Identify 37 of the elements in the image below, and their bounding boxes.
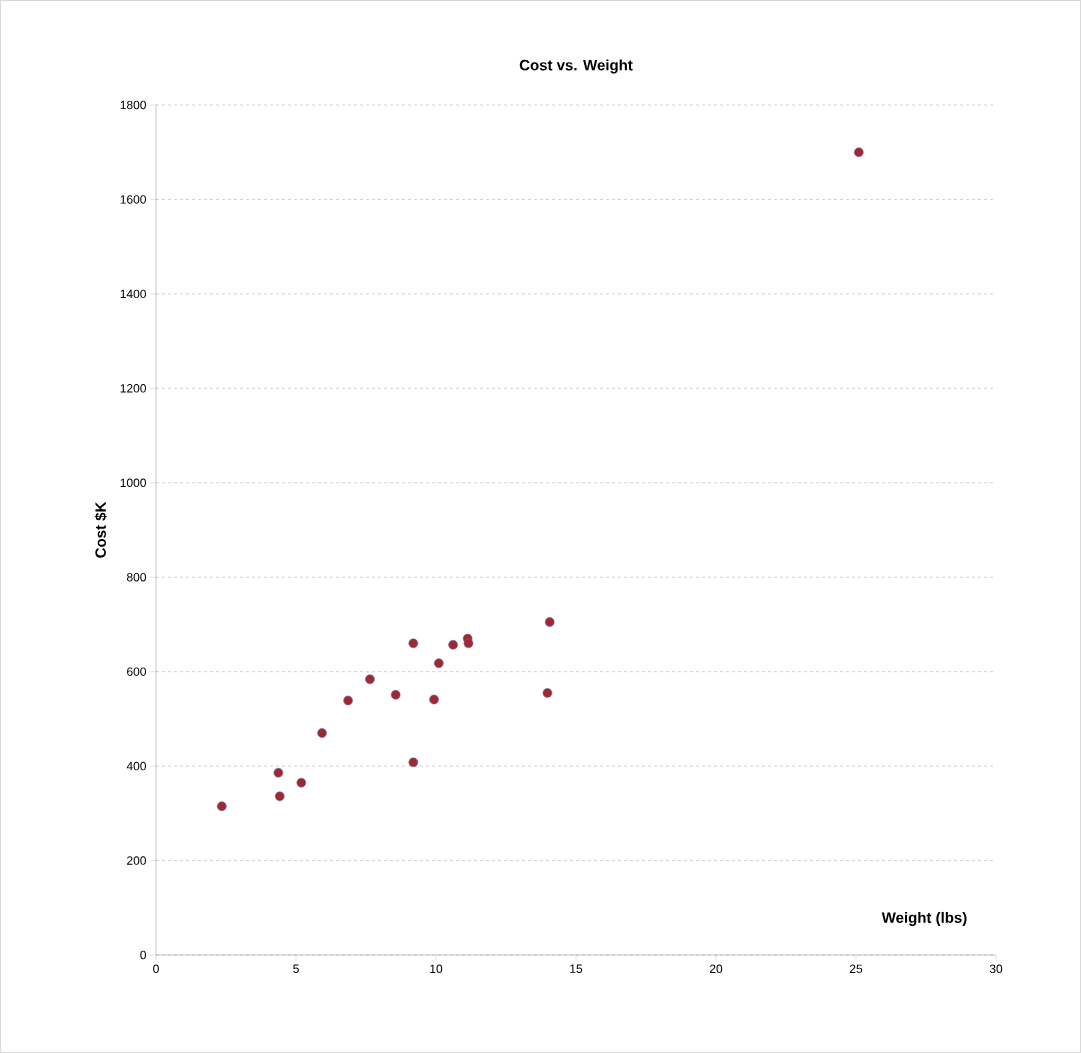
point <box>542 688 553 698</box>
x-tick-label: 25 <box>849 964 863 974</box>
y-tick-label: 1400 <box>120 289 146 299</box>
y-tick-label: 600 <box>127 667 146 676</box>
point <box>408 757 419 768</box>
y-axis-title: Cost $K <box>94 501 107 558</box>
x-tick-label: 30 <box>989 964 1003 974</box>
point <box>296 777 307 788</box>
x-axis-title: Weight (lbs) <box>881 911 967 926</box>
point <box>429 694 439 705</box>
point <box>317 728 327 738</box>
point <box>434 658 444 668</box>
y-tick-label: 200 <box>127 856 146 865</box>
y-tick-label: 1000 <box>120 478 146 488</box>
x-tick-label: 10 <box>430 964 443 974</box>
point <box>273 767 284 778</box>
x-tick-label: 15 <box>570 964 583 973</box>
x-tick-label: 0 <box>153 964 159 974</box>
point <box>544 617 555 627</box>
point <box>343 695 353 706</box>
point <box>408 638 419 649</box>
y-tick-label: 1600 <box>120 195 146 204</box>
y-tick-label: 1200 <box>120 384 146 393</box>
y-tick-label: 400 <box>126 761 146 771</box>
y-tick-label: 800 <box>126 572 146 582</box>
point <box>463 638 474 649</box>
y-tick-label: 1800 <box>120 100 146 110</box>
x-tick-label: 20 <box>709 964 723 974</box>
y-tick-label: 0 <box>140 950 147 960</box>
point <box>390 690 401 700</box>
point <box>854 147 864 158</box>
point <box>217 801 227 812</box>
point <box>274 791 285 802</box>
chart-title: Cost vs. Weight <box>519 59 633 74</box>
x-tick-label: 5 <box>293 964 299 973</box>
point <box>365 674 375 685</box>
point <box>448 639 458 650</box>
